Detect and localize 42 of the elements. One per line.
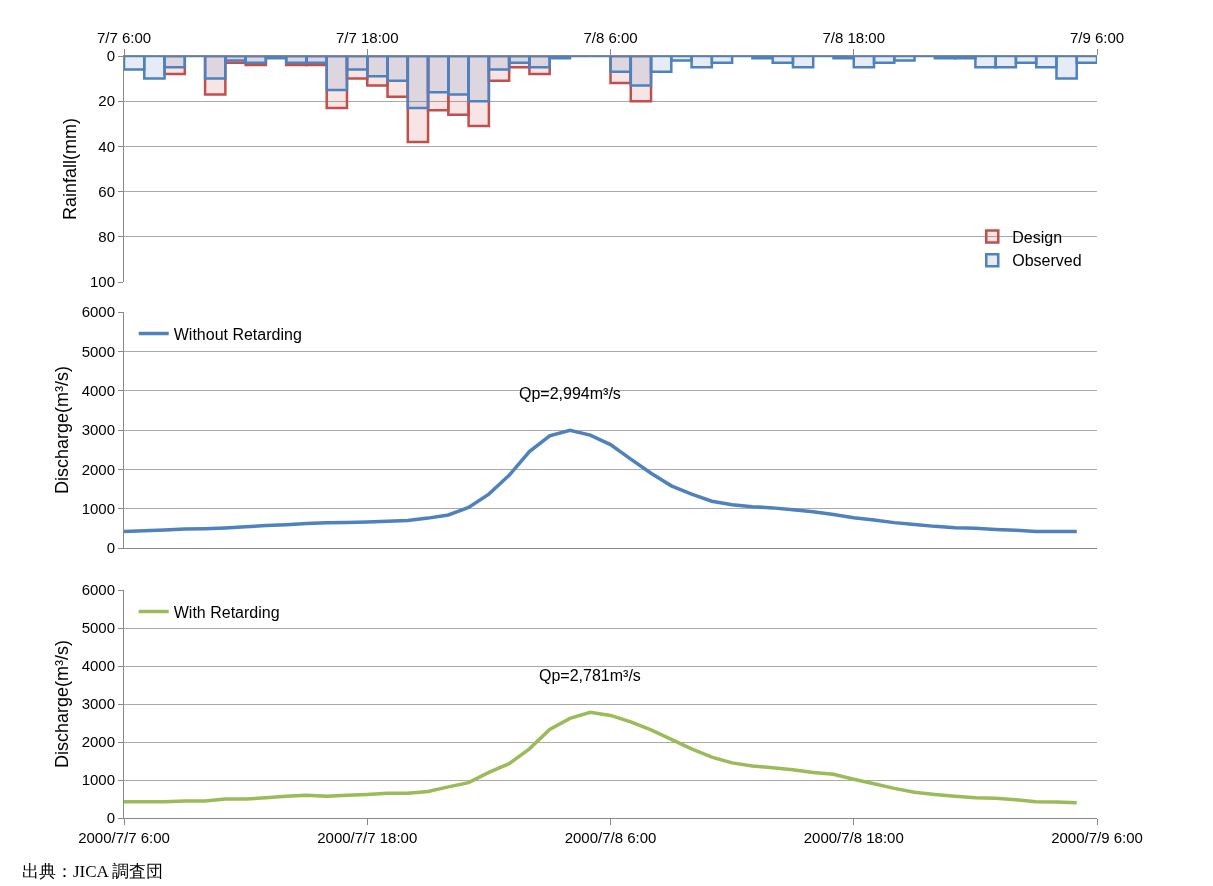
legend-label: Without Retarding	[173, 325, 302, 343]
legend-label: Design	[1012, 228, 1063, 246]
x-tick-label: 2000/7/7 6:00	[78, 829, 170, 846]
y-tick-label: 40	[98, 137, 115, 155]
legend-label: Observed	[1012, 252, 1082, 270]
annotation: Qp=2,994m³/s	[519, 385, 621, 402]
y-tick-label: 0	[106, 539, 115, 557]
y-tick-label: 2000	[81, 733, 115, 751]
x2-tick-label: 7/9 6:00	[1069, 29, 1125, 46]
x-tick-label: 2000/7/8 18:00	[803, 829, 904, 846]
y-tick-label: 6000	[81, 581, 115, 599]
x-tick-label: 2000/7/8 6:00	[564, 829, 657, 846]
y-tick-label: 100	[89, 273, 115, 291]
x-tick-label: 2000/7/9 6:00	[1051, 829, 1143, 846]
y-tick-label: 2000	[81, 460, 115, 478]
y-axis-title: Discharge(m³/s)	[51, 639, 72, 769]
line-series	[124, 428, 1079, 534]
y-axis-title: Rainfall(mm)	[60, 117, 81, 221]
x2-tick-label: 7/7 18:00	[335, 29, 399, 46]
y-axis-title: Discharge(m³/s)	[51, 365, 72, 495]
y-tick-label: 4000	[81, 381, 115, 399]
legend-label: With Retarding	[173, 603, 280, 621]
y-tick-label: 20	[98, 92, 115, 110]
y-tick-label: 1000	[81, 499, 115, 517]
y-tick-label: 0	[106, 809, 115, 827]
x2-tick-label: 7/8 6:00	[583, 29, 638, 46]
x-tick-label: 2000/7/7 18:00	[317, 829, 418, 846]
y-tick-label: 5000	[81, 342, 115, 360]
y-tick-label: 6000	[81, 303, 115, 321]
annotation: Qp=2,781m³/s	[539, 667, 641, 684]
y-tick-label: 80	[98, 228, 115, 246]
y-tick-label: 1000	[81, 771, 115, 789]
y-tick-label: 4000	[81, 657, 115, 675]
x2-tick-label: 7/8 18:00	[822, 29, 886, 46]
y-tick-label: 60	[98, 182, 115, 200]
y-tick-label: 3000	[81, 695, 115, 713]
y-tick-label: 0	[106, 47, 115, 65]
line-series	[124, 710, 1079, 805]
x2-tick-label: 7/7 6:00	[96, 29, 152, 46]
y-tick-label: 3000	[81, 421, 115, 439]
source-note: 出典：JICA 調査団	[22, 862, 164, 881]
y-tick-label: 5000	[81, 619, 115, 637]
